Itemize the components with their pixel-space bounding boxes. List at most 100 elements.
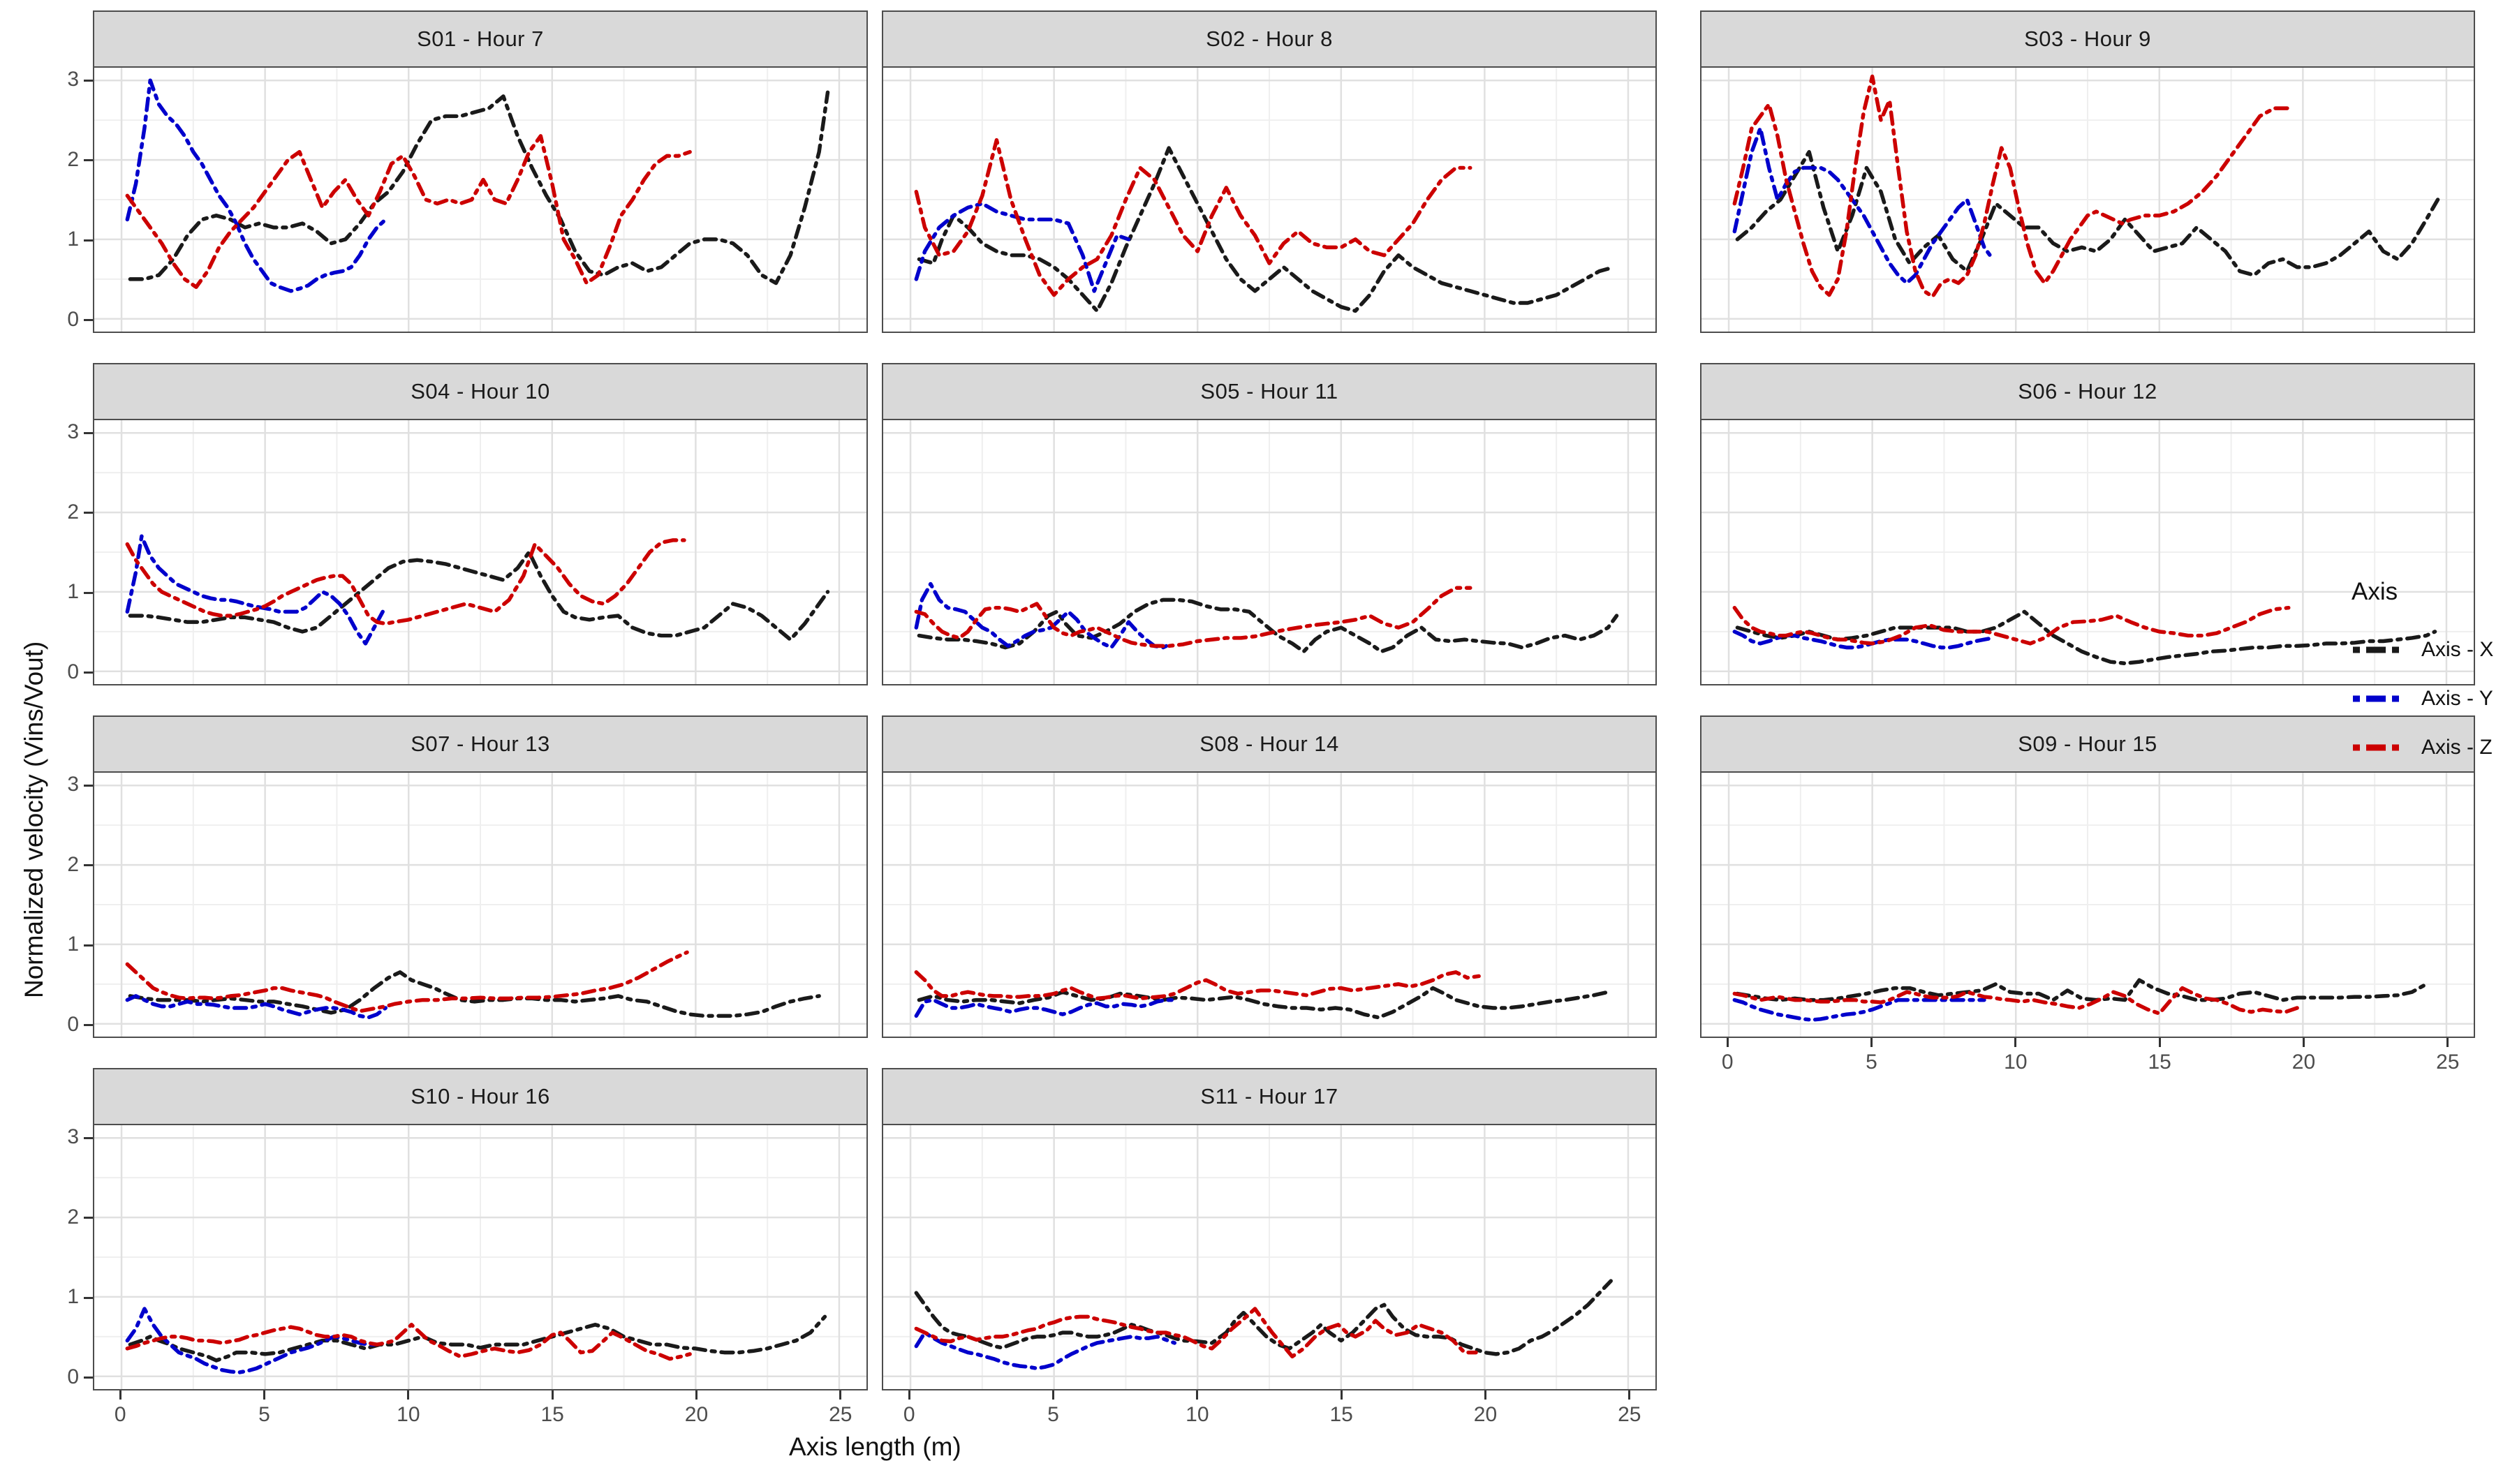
series-line-axis-z bbox=[125, 134, 692, 289]
y-tick-label: 1 bbox=[67, 228, 79, 251]
y-tick-label: 0 bbox=[67, 1365, 79, 1388]
y-tick-mark bbox=[84, 239, 93, 242]
series-line-axis-y bbox=[125, 994, 388, 1020]
facet-panel-s04: S04 - Hour 10 bbox=[93, 363, 868, 685]
series-line-axis-y bbox=[1732, 997, 1986, 1022]
facet-strip-title: S09 - Hour 15 bbox=[1700, 715, 2475, 773]
legend-label-axis-z: Axis - Z bbox=[2421, 736, 2493, 759]
legend-entry-axis-y: Axis - Y bbox=[2352, 687, 2509, 711]
legend-entry-axis-x: Axis - X bbox=[2352, 638, 2509, 662]
y-tick-label: 2 bbox=[67, 852, 79, 876]
x-tick-mark bbox=[695, 1390, 697, 1400]
facet-panel-s05: S05 - Hour 11 bbox=[882, 363, 1657, 685]
x-tick-mark bbox=[407, 1390, 410, 1400]
y-tick-label: 1 bbox=[67, 1285, 79, 1309]
y-tick-mark bbox=[84, 512, 93, 514]
x-tick-label: 0 bbox=[1721, 1051, 1734, 1074]
facet-strip-title: S07 - Hour 13 bbox=[93, 715, 868, 773]
y-tick-mark bbox=[84, 671, 93, 674]
y-tick-mark bbox=[84, 79, 93, 82]
legend-key-axis-x-icon bbox=[2353, 646, 2402, 653]
x-tick-label: 20 bbox=[2291, 1051, 2316, 1074]
x-tick-mark bbox=[551, 1390, 554, 1400]
y-tick-label: 0 bbox=[67, 307, 79, 331]
y-tick-mark bbox=[84, 1024, 93, 1027]
x-tick-label: 15 bbox=[2148, 1051, 2171, 1074]
y-tick-mark bbox=[84, 159, 93, 162]
series-line-axis-z bbox=[125, 950, 689, 1014]
facet-panel-s10: S10 - Hour 16 bbox=[93, 1068, 868, 1390]
x-tick-mark bbox=[1870, 1038, 1873, 1047]
x-tick-label: 25 bbox=[829, 1403, 852, 1426]
series-line-axis-z bbox=[125, 1323, 692, 1361]
x-tick-label: 15 bbox=[1329, 1403, 1353, 1426]
facet-panel-s11: S11 - Hour 17 bbox=[882, 1068, 1657, 1390]
series-line-axis-y bbox=[914, 1330, 1177, 1371]
x-tick-label: 10 bbox=[397, 1403, 420, 1426]
series-line-axis-z bbox=[1732, 74, 2291, 299]
x-tick-mark bbox=[1484, 1390, 1486, 1400]
series-line-axis-x bbox=[917, 146, 1616, 313]
series-line-axis-y bbox=[125, 1307, 379, 1374]
series-line-axis-z bbox=[914, 586, 1472, 648]
facet-plot-area bbox=[882, 420, 1657, 685]
x-tick-label: 20 bbox=[1473, 1403, 1498, 1426]
y-tick-label: 3 bbox=[67, 68, 79, 91]
y-tick-mark bbox=[84, 1136, 93, 1139]
facet-strip-title: S08 - Hour 14 bbox=[882, 715, 1657, 773]
facet-strip-title: S02 - Hour 8 bbox=[882, 10, 1657, 68]
facet-strip-title: S05 - Hour 11 bbox=[882, 363, 1657, 420]
x-tick-label: 15 bbox=[540, 1403, 564, 1426]
facet-strip-title: S06 - Hour 12 bbox=[1700, 363, 2475, 420]
y-tick-label: 1 bbox=[67, 580, 79, 604]
y-tick-mark bbox=[84, 1217, 93, 1219]
facet-panel-s06: S06 - Hour 12 bbox=[1700, 363, 2475, 685]
series-line-axis-x bbox=[128, 550, 830, 641]
legend-key-axis-y-icon bbox=[2353, 695, 2402, 702]
x-tick-label: 0 bbox=[114, 1403, 126, 1426]
x-tick-mark bbox=[1340, 1390, 1343, 1400]
x-tick-mark bbox=[1052, 1390, 1055, 1400]
legend-title: Axis bbox=[2352, 578, 2398, 605]
y-tick-mark bbox=[84, 319, 93, 322]
legend-entry-axis-z: Axis - Z bbox=[2352, 736, 2509, 759]
series-line-axis-y bbox=[1732, 126, 1995, 285]
series-line-axis-z bbox=[1732, 986, 2299, 1016]
x-tick-mark bbox=[2014, 1038, 2017, 1047]
x-tick-mark bbox=[839, 1390, 842, 1400]
y-tick-mark bbox=[84, 944, 93, 947]
facet-panel-s03: S03 - Hour 9 bbox=[1700, 10, 2475, 333]
series-line-axis-x bbox=[917, 986, 1610, 1020]
legend-label-axis-y: Axis - Y bbox=[2421, 687, 2493, 710]
facet-plot-area bbox=[882, 1125, 1657, 1390]
series-line-axis-y bbox=[1732, 630, 1995, 650]
facet-plot-area bbox=[882, 773, 1657, 1038]
series-line-axis-z bbox=[914, 138, 1472, 297]
x-tick-label: 20 bbox=[684, 1403, 709, 1426]
facet-plot-area bbox=[93, 1125, 868, 1390]
series-line-axis-x bbox=[917, 598, 1619, 654]
series-line-axis-z bbox=[914, 970, 1481, 1001]
series-line-axis-z bbox=[1732, 605, 2291, 646]
x-tick-mark bbox=[908, 1390, 910, 1400]
x-axis-title: Axis length (m) bbox=[789, 1432, 961, 1461]
facet-plot-area bbox=[1700, 68, 2475, 333]
series-line-axis-x bbox=[1735, 609, 2437, 666]
facet-strip-title: S03 - Hour 9 bbox=[1700, 10, 2475, 68]
facet-panel-s09: S09 - Hour 15 bbox=[1700, 715, 2475, 1038]
x-tick-mark bbox=[119, 1390, 121, 1400]
facet-strip-title: S11 - Hour 17 bbox=[882, 1068, 1657, 1125]
series-line-axis-x bbox=[128, 970, 821, 1018]
facet-plot-area bbox=[1700, 420, 2475, 685]
x-tick-mark bbox=[1196, 1390, 1199, 1400]
y-tick-mark bbox=[84, 1296, 93, 1299]
legend-key-axis-z-icon bbox=[2353, 744, 2402, 751]
y-tick-label: 2 bbox=[67, 147, 79, 171]
facet-strip-title: S10 - Hour 16 bbox=[93, 1068, 868, 1125]
x-tick-label: 0 bbox=[903, 1403, 915, 1426]
legend: Axis Axis - X Axis - Y Axis - Z bbox=[2352, 578, 2509, 759]
x-tick-label: 5 bbox=[1047, 1403, 1059, 1426]
x-tick-mark bbox=[263, 1390, 266, 1400]
facet-panel-s07: S07 - Hour 13 bbox=[93, 715, 868, 1038]
series-line-axis-y bbox=[914, 997, 1177, 1018]
